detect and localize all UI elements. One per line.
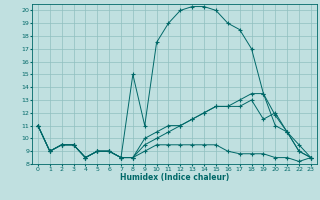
X-axis label: Humidex (Indice chaleur): Humidex (Indice chaleur) — [120, 173, 229, 182]
